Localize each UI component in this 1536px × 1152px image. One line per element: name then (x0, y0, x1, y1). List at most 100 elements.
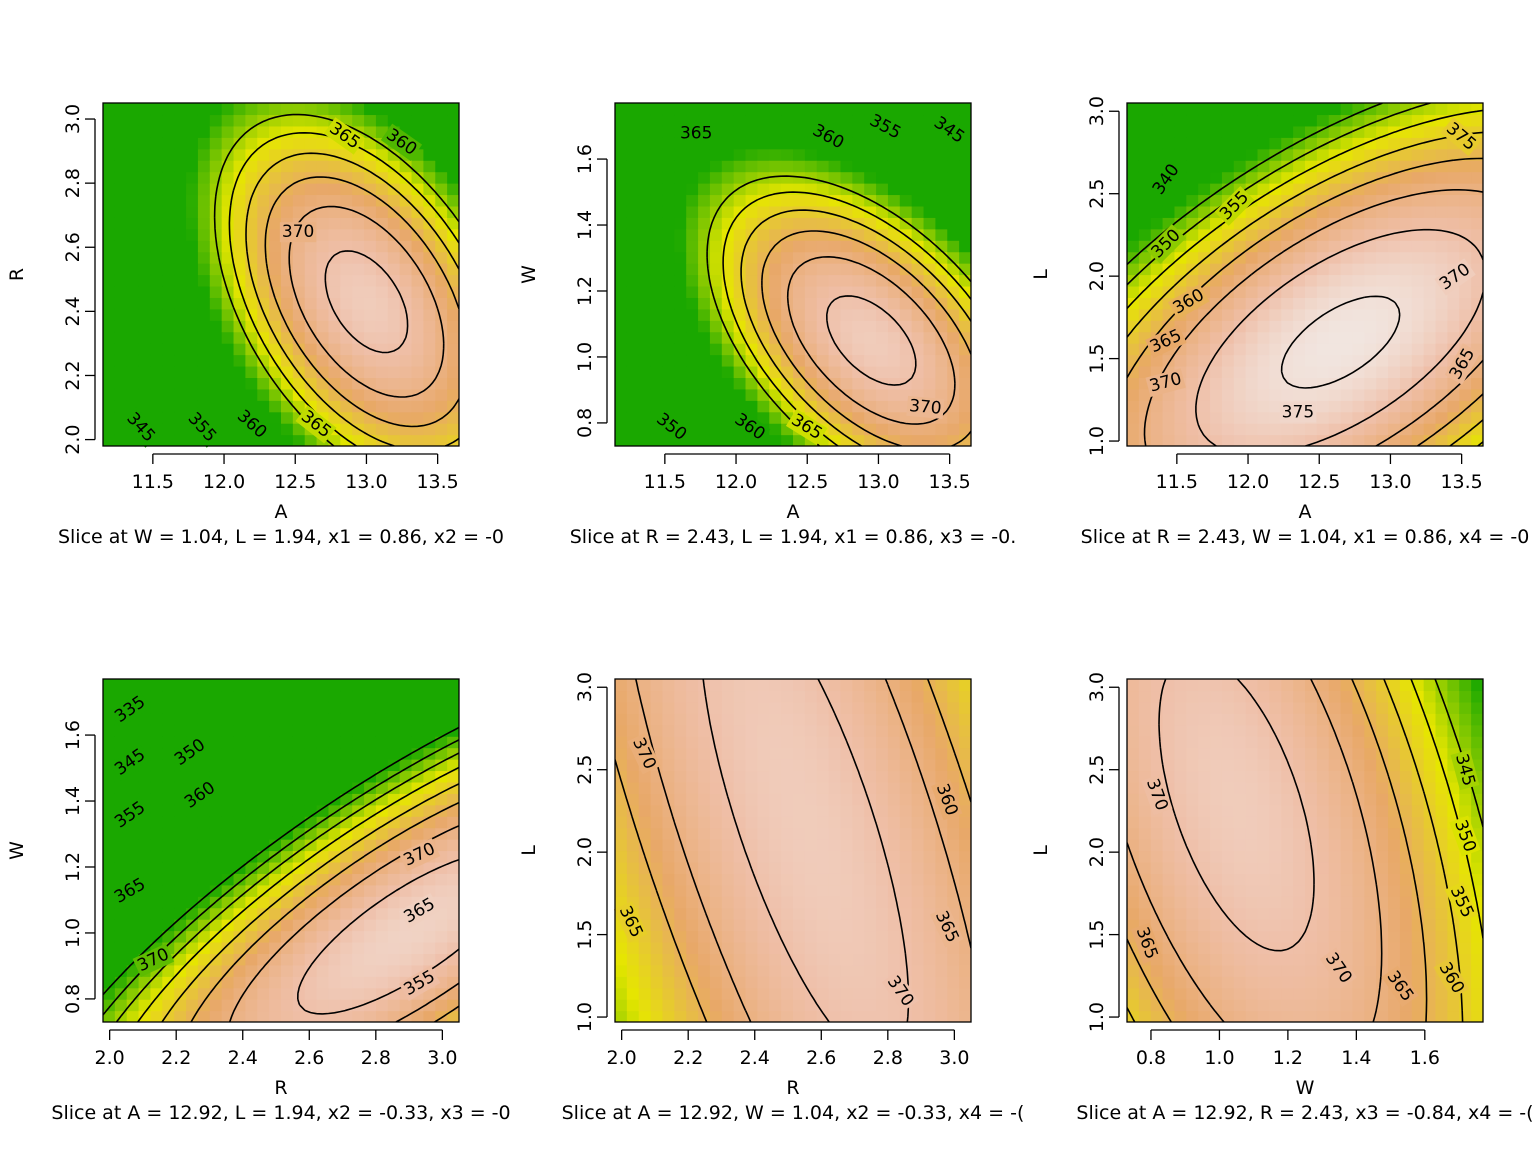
heat-cell (899, 793, 913, 806)
heat-cell (103, 388, 116, 401)
heat-cell (340, 343, 353, 356)
x-tick-label: 13.0 (1369, 471, 1411, 493)
heat-cell (1316, 297, 1330, 310)
y-tick-label: 1.4 (62, 786, 84, 816)
heat-cell (1388, 263, 1401, 276)
heat-cell (876, 331, 889, 344)
heat-cell (447, 194, 459, 207)
heat-cell (1293, 183, 1306, 196)
heat-cell (375, 217, 389, 230)
heat-cell (804, 793, 818, 806)
heat-cell (816, 183, 830, 196)
heat-cell (1221, 137, 1235, 150)
heat-cell (150, 713, 163, 726)
heat-cell (138, 274, 152, 287)
heat-cell (364, 1010, 377, 1022)
heat-cell (387, 423, 401, 436)
heat-cell (281, 770, 294, 783)
heat-cell (209, 724, 223, 737)
heat-cell (399, 827, 413, 840)
heat-cell (1471, 263, 1483, 276)
heat-cell (1233, 434, 1247, 446)
heat-cell (828, 759, 842, 772)
heat-cell (423, 423, 436, 436)
heat-cell (1245, 274, 1259, 287)
heat-cell (662, 183, 675, 196)
heat-cell (1305, 343, 1318, 356)
heat-cell (1210, 343, 1223, 356)
heat-cell (352, 308, 365, 321)
heat-cell (911, 285, 925, 298)
heat-cell (150, 228, 163, 241)
heat-cell (1186, 103, 1199, 116)
heat-cell (435, 1010, 448, 1022)
heat-cell (281, 388, 294, 401)
heat-cell (1388, 103, 1401, 116)
heat-cell (757, 679, 770, 692)
heat-cell (186, 320, 199, 333)
heat-cell (1305, 125, 1318, 138)
heat-cell (1174, 103, 1187, 116)
heat-cell (1447, 423, 1460, 436)
heat-cell (1174, 423, 1187, 436)
heat-cell (828, 377, 842, 390)
heat-cell (435, 171, 448, 184)
heat-cell (745, 251, 758, 264)
heat-cell (745, 148, 758, 161)
heat-cell (186, 873, 199, 886)
heat-cell (209, 861, 223, 874)
heat-cell (103, 941, 116, 954)
heat-cell (1423, 434, 1437, 446)
heat-cell (1447, 251, 1460, 264)
heat-cell (852, 194, 865, 207)
heat-cell (1162, 759, 1176, 772)
heat-cell (1388, 285, 1401, 298)
heat-cell (804, 103, 818, 116)
heat-cell (1447, 103, 1460, 116)
heat-cell (245, 941, 258, 954)
heat-cell (852, 331, 865, 344)
heat-cell (887, 320, 901, 333)
heat-cell (197, 263, 211, 276)
heat-cell (1150, 263, 1164, 276)
heat-cell (1399, 114, 1413, 127)
heat-cell (1150, 423, 1164, 436)
heat-cell (375, 1010, 389, 1022)
heat-cell (150, 125, 163, 138)
heat-cell (399, 941, 413, 954)
heat-cell (816, 861, 830, 874)
heat-cell (923, 434, 936, 446)
heat-cell (103, 861, 116, 874)
heat-cell (709, 987, 723, 1000)
heat-cell (1186, 816, 1199, 829)
heat-cell (233, 114, 246, 127)
heat-cell (615, 205, 628, 218)
heat-cell (447, 377, 459, 390)
heat-cell (947, 148, 960, 161)
heat-cell (947, 839, 960, 852)
heat-cell (793, 861, 806, 874)
heat-cell (721, 816, 735, 829)
heat-cell (399, 930, 413, 943)
heat-cell (197, 839, 211, 852)
y-tick-label: 1.2 (62, 852, 84, 882)
heat-cell (352, 873, 365, 886)
heat-cell (745, 103, 758, 116)
heat-cell (674, 747, 687, 760)
heat-cell (615, 160, 628, 173)
heat-cell (1162, 827, 1176, 840)
heat-cell (781, 320, 794, 333)
heat-cell (399, 354, 413, 367)
heat-cell (686, 747, 699, 760)
heat-cell (1281, 297, 1294, 310)
heat-cell (186, 816, 199, 829)
heat-cell (447, 365, 459, 378)
heat-cell (150, 354, 163, 367)
heat-cell (138, 297, 152, 310)
heat-cell (733, 873, 747, 886)
heat-cell (733, 690, 747, 703)
heat-cell (1174, 884, 1187, 897)
heat-cell (911, 930, 925, 943)
heat-cell (281, 781, 294, 794)
